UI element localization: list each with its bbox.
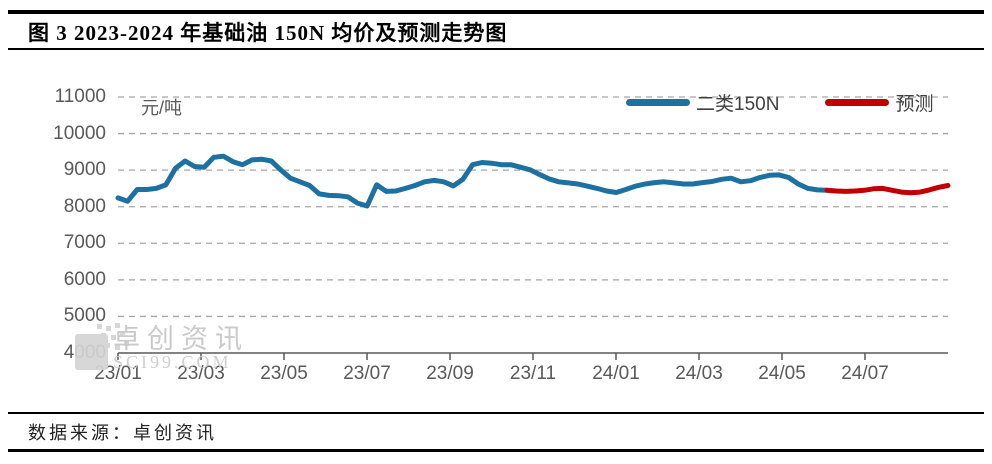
red-line-swatch-icon: [825, 98, 890, 106]
x-tick-label: 23/05: [260, 363, 308, 384]
y-tick-label: 10000: [53, 122, 106, 144]
x-tick-label: 24/07: [841, 363, 889, 384]
series-line-forecast: [824, 183, 951, 196]
y-tick-label: 8000: [63, 195, 106, 217]
x-tick-label: 23/09: [426, 363, 474, 384]
legend-item-forecast: 预测: [825, 89, 933, 116]
x-tick-label: 23/07: [343, 363, 391, 384]
y-tick-label: 9000: [63, 159, 106, 181]
legend-label-series: 二类150N: [696, 93, 780, 115]
bottom-rule: [8, 449, 984, 452]
x-tick-label: 24/01: [592, 363, 640, 384]
title-divider-rule: [8, 48, 984, 50]
series-line-150n: [115, 153, 830, 209]
x-tick-label: 23/03: [177, 363, 225, 384]
figure-title: 图 3 2023-2024 年基础油 150N 均价及预测走势图: [28, 21, 508, 45]
y-tick-label: 11000: [54, 86, 106, 107]
y-axis-unit-label: 元/吨: [141, 98, 183, 118]
blue-line-swatch-icon: [626, 98, 690, 106]
y-tick-label: 7000: [63, 232, 106, 254]
x-tick-label: 23/11: [509, 363, 557, 384]
x-tick-label: 24/05: [758, 363, 806, 384]
watermark-block-icon: [75, 334, 108, 370]
legend-label-forecast: 预测: [895, 93, 934, 115]
watermark-texts: 卓创资讯 SCI99.COM: [113, 325, 249, 371]
x-tick-label: 24/03: [675, 363, 723, 384]
watermark-dots-icon: [97, 324, 102, 329]
watermark-domain: SCI99.COM: [113, 352, 232, 372]
y-tick-label: 6000: [63, 268, 106, 290]
top-rule: [8, 10, 984, 14]
watermark-name: 卓创资讯: [113, 324, 249, 354]
data-source: 数据来源：卓创资讯: [28, 423, 217, 443]
footer-divider-rule: [8, 412, 984, 414]
legend-item-series: 二类150N: [626, 89, 779, 116]
chart-legend: 二类150N 预测: [626, 92, 933, 115]
y-tick-label: 5000: [63, 305, 106, 327]
